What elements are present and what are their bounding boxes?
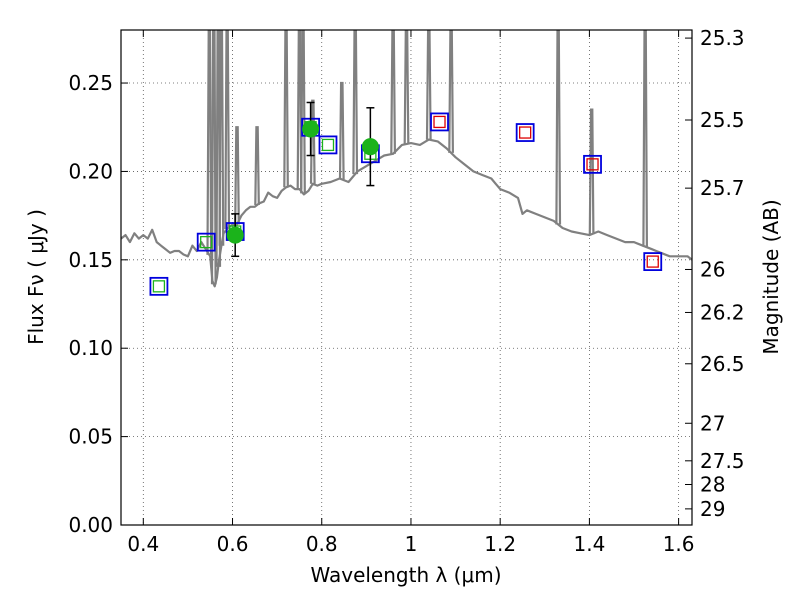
y-tick-label: 0.25 [68,71,113,95]
model-square-inner [586,158,599,171]
template-spectrum-line [121,138,692,288]
x-tick-label: 1.6 [663,532,695,556]
x-tick-label: 0.6 [217,532,249,556]
plot-frame [120,29,693,526]
mag-tick-label: 25.5 [700,108,745,132]
grid-lines [121,30,692,526]
model-square-outer [430,112,449,132]
emission-line-spike [218,30,225,246]
mag-tick-label: 25.3 [700,26,745,50]
model-square-inner [433,115,446,129]
observed-data-point [361,138,379,156]
emission-line-spike [224,30,231,230]
emission-line-spike [300,30,306,194]
model-square-outer [196,232,216,252]
x-tick-label: 1.4 [573,532,605,556]
mag-tick-label: 27 [700,411,725,435]
emission-line-spike [338,81,345,180]
x-tick-label: 1.2 [484,532,516,556]
model-square-outer [149,276,169,296]
emission-line-spike [206,30,213,255]
y-axis-label: Flux Fν ( μJy ) [24,209,48,345]
right-axis-label: Magnitude (AB) [759,199,783,354]
model-square-inner [200,235,213,249]
observed-data-point [302,120,320,138]
y-tick-label: 0.05 [68,425,113,449]
emission-line-spike [352,30,359,175]
y-tick-label: 0.15 [68,248,113,272]
y-tick-label: 0.10 [68,336,113,360]
emission-line-spike [555,30,562,225]
mag-tick-label: 27.5 [700,449,745,473]
model-square-inner [519,126,532,139]
x-tick-label: 0.4 [127,532,159,556]
model-square-outer [515,123,535,142]
emission-line-spike [309,99,316,184]
model-square-inner [152,280,166,293]
observed-data-point [226,226,244,244]
x-tick-label: 0.8 [306,532,338,556]
emission-line-spike [403,30,410,145]
emission-line-spike [448,30,454,153]
x-tick-label: 1 [405,532,418,556]
emission-line-spike [283,30,289,188]
model-square-outer [318,135,338,155]
mag-tick-label: 29 [700,497,725,521]
y-tick-label: 0.20 [68,159,113,183]
mag-tick-label: 25.7 [700,176,745,200]
mag-tick-label: 28 [700,473,725,497]
emission-line-spike [390,30,396,154]
mag-tick-label: 26 [700,257,725,281]
emission-line-spike [425,30,432,140]
model-square-outer [583,154,602,174]
x-axis-label: Wavelength λ (μm) [310,563,501,587]
emission-line-spike [234,126,240,225]
y-tick-label: 0.00 [68,513,113,537]
model-square-inner [646,255,659,268]
model-square-outer [643,252,663,271]
mag-tick-label: 26.5 [700,352,745,376]
emission-line-spike [642,30,649,247]
model-square-inner [321,138,335,152]
axis-ticks: 0.4 0.6 0.8 1 1.2 1.4 1.6 0.00 0.05 0.10 0.15 0.20 0… [68,26,744,556]
emission-line-spike [254,126,260,206]
emission-line-spike [210,30,217,285]
plot-area [121,30,692,296]
emission-line-spike [588,108,595,235]
emission-line-spike [296,30,303,190]
mag-tick-label: 26.2 [700,300,745,324]
